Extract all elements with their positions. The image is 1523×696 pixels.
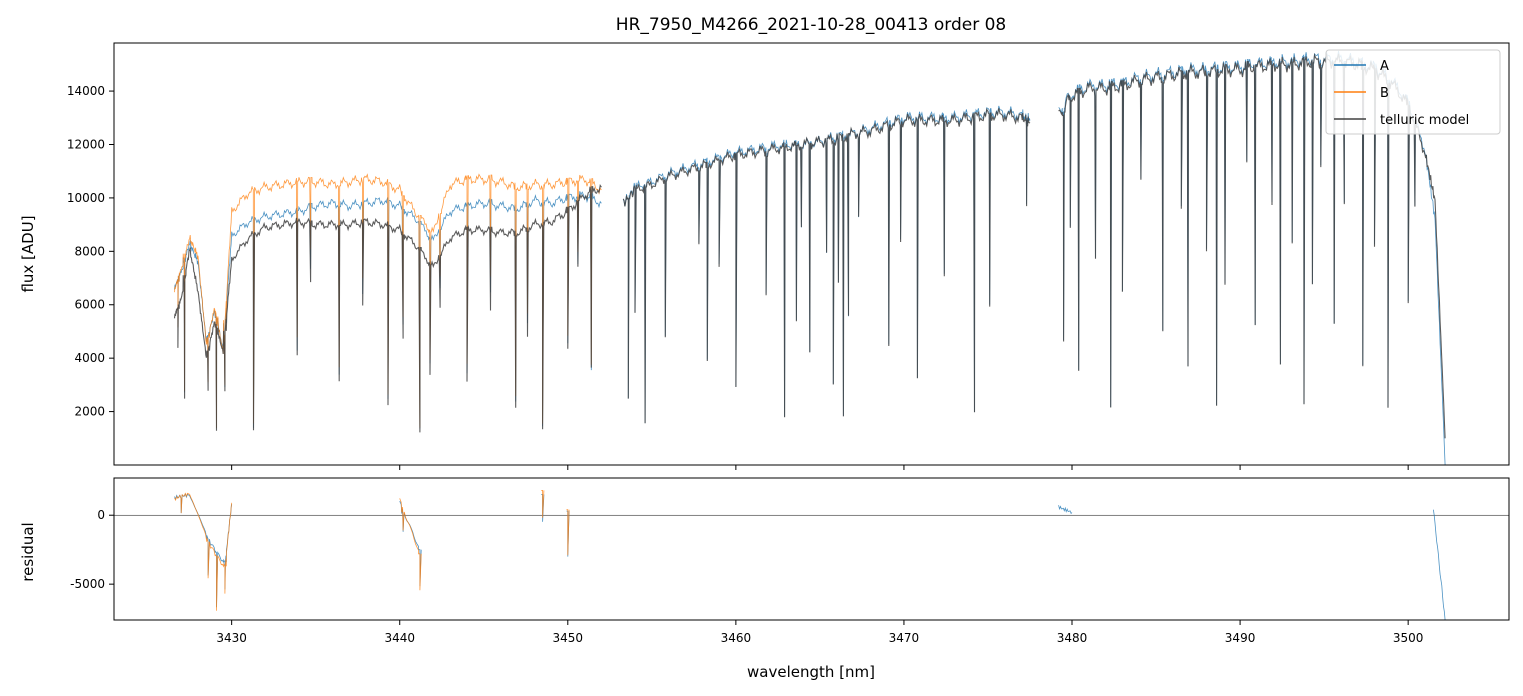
flux-panel: 2000 4000 6000 8000 10000 12000 14000 flux [AD… (19, 42, 1510, 470)
flux-y-axis-label: flux [ADU] (19, 215, 37, 292)
lower-x-tick-label-3430: 3430 (216, 631, 247, 645)
lower-x-tick-label-3440: 3440 (384, 631, 415, 645)
x-axis-label: wavelength [nm] (747, 663, 875, 681)
upper-y-tick-label-8000: 8000 (74, 244, 105, 258)
upper-series-telluric-model-segment-1 (622, 107, 1031, 424)
lower-y-tick-label-5000: -5000 (70, 577, 105, 591)
legend-box (1325, 49, 1501, 135)
upper-y-tick-label-2000: 2000 (74, 405, 105, 419)
upper-y-tick-label-12000: 12000 (67, 137, 105, 151)
flux-plot-area (114, 43, 1509, 465)
lower-x-tick-label-3500: 3500 (1393, 631, 1424, 645)
lower-series-a-segment-25 (1433, 509, 1446, 621)
lower-series-b-segment-0 (174, 492, 233, 611)
lower-x-tick-label-3450: 3450 (553, 631, 584, 645)
legend-label-a: A (1380, 59, 1389, 74)
chart-title: HR_7950_M4266_2021-10-28_00413 order 08 (616, 15, 1006, 35)
lower-y-tick-label-0: 0 (97, 508, 105, 522)
flux-axis-ticks: 2000 4000 6000 8000 10000 12000 14000 (67, 84, 1409, 470)
residual-plot-area (114, 478, 1509, 620)
lower-x-tick-label-3470: 3470 (889, 631, 920, 645)
upper-y-tick-label-4000: 4000 (74, 351, 105, 365)
legend-label-telluric-model: telluric model (1380, 113, 1469, 128)
legend-label-b: B (1380, 86, 1389, 101)
lower-series-b-segment-10 (566, 509, 570, 556)
residual-series-group (114, 490, 1509, 621)
upper-y-tick-label-6000: 6000 (74, 298, 105, 312)
residual-axes-frame (113, 477, 1510, 621)
upper-y-tick-label-10000: 10000 (67, 191, 105, 205)
flux-axes-frame (113, 42, 1510, 466)
lower-x-tick-label-3460: 3460 (721, 631, 752, 645)
lower-series-b-segment-9 (541, 490, 545, 518)
residual-axis-ticks: -5000 0 3430 3440 3450 3460 3470 3480 3490 3500 (70, 508, 1423, 645)
lower-series-b-segment-5 (399, 498, 422, 591)
residual-panel: -5000 0 3430 3440 3450 3460 3470 3480 3490 3500 r… (19, 477, 1510, 681)
lower-x-tick-label-3480: 3480 (1057, 631, 1088, 645)
lower-x-tick-label-3490: 3490 (1225, 631, 1256, 645)
upper-series-telluric-model-segment-0 (173, 183, 602, 433)
upper-series-b-segment-0 (174, 173, 602, 428)
lower-series-a-segment-19 (1058, 505, 1073, 515)
upper-y-tick-label-14000: 14000 (67, 84, 105, 98)
residual-y-axis-label: residual (19, 522, 37, 581)
legend: A B telluric model (1325, 49, 1501, 135)
